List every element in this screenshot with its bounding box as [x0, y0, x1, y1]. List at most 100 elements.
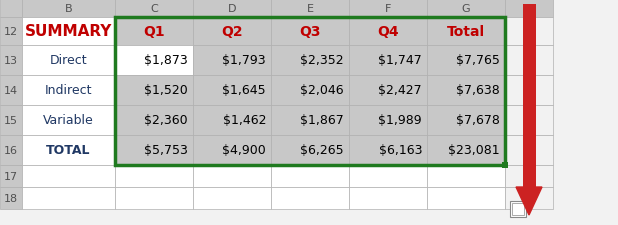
Bar [115, 76, 193, 106]
Bar [0, 18, 22, 46]
Text: $1,645: $1,645 [222, 84, 266, 97]
Bar [193, 106, 271, 135]
Text: Q1: Q1 [143, 25, 165, 39]
Text: $1,873: $1,873 [144, 54, 188, 67]
Text: SUMMARY: SUMMARY [25, 24, 112, 39]
Text: $2,360: $2,360 [145, 114, 188, 127]
Text: Total: Total [447, 25, 485, 39]
Text: $4,900: $4,900 [222, 144, 266, 157]
Bar [22, 46, 115, 76]
Bar [271, 18, 349, 46]
Bar [115, 165, 193, 187]
Text: H: H [525, 4, 533, 14]
Bar [115, 187, 193, 209]
Bar [193, 76, 271, 106]
Text: E: E [307, 4, 313, 14]
Bar [193, 0, 271, 18]
Bar [349, 76, 427, 106]
Text: $7,678: $7,678 [456, 114, 500, 127]
Bar [427, 0, 505, 18]
Bar [502, 162, 508, 168]
Text: $2,427: $2,427 [378, 84, 422, 97]
Bar [115, 106, 193, 135]
Bar [505, 165, 553, 187]
Bar [427, 135, 505, 165]
Bar [510, 201, 526, 217]
Text: 14: 14 [4, 86, 18, 96]
Text: $1,793: $1,793 [222, 54, 266, 67]
Bar [427, 18, 505, 46]
Bar [349, 135, 427, 165]
Text: Indirect: Indirect [44, 84, 92, 97]
Polygon shape [516, 187, 542, 215]
Bar [512, 203, 524, 215]
Bar [271, 46, 349, 76]
Bar [0, 135, 22, 165]
Text: Q2: Q2 [221, 25, 243, 39]
Bar [22, 135, 115, 165]
Bar [349, 106, 427, 135]
Text: Q3: Q3 [299, 25, 321, 39]
Text: TOTAL: TOTAL [46, 144, 91, 157]
Bar [505, 46, 553, 76]
Bar [427, 106, 505, 135]
Bar [271, 106, 349, 135]
Text: 16: 16 [4, 145, 18, 155]
Bar [193, 165, 271, 187]
Bar [22, 187, 115, 209]
Bar [349, 187, 427, 209]
Text: $6,265: $6,265 [300, 144, 344, 157]
Bar [193, 46, 271, 76]
Bar [505, 76, 553, 106]
Text: 15: 15 [4, 115, 18, 126]
Text: $6,163: $6,163 [378, 144, 422, 157]
Bar [271, 0, 349, 18]
Bar [427, 46, 505, 76]
Bar [115, 18, 193, 46]
Bar [505, 18, 553, 46]
Bar [193, 18, 271, 46]
Bar [22, 76, 115, 106]
Bar [427, 76, 505, 106]
Text: $7,638: $7,638 [456, 84, 500, 97]
Bar [0, 106, 22, 135]
Text: Variable: Variable [43, 114, 94, 127]
Text: $1,462: $1,462 [222, 114, 266, 127]
Bar [22, 106, 115, 135]
Bar [0, 46, 22, 76]
Text: $23,081: $23,081 [449, 144, 500, 157]
Text: $1,520: $1,520 [144, 84, 188, 97]
Text: G: G [462, 4, 470, 14]
Bar [193, 187, 271, 209]
Text: 17: 17 [4, 171, 18, 181]
Bar [115, 46, 193, 76]
Bar [349, 0, 427, 18]
Text: $2,352: $2,352 [300, 54, 344, 67]
Text: $1,747: $1,747 [378, 54, 422, 67]
Bar [0, 187, 22, 209]
Bar [0, 76, 22, 106]
Text: D: D [228, 4, 236, 14]
Text: 12: 12 [4, 27, 18, 37]
Text: Q4: Q4 [377, 25, 399, 39]
Text: 18: 18 [4, 193, 18, 203]
Bar [271, 187, 349, 209]
Bar [0, 0, 22, 18]
Text: $5,753: $5,753 [144, 144, 188, 157]
Bar [115, 18, 505, 165]
Bar [505, 135, 553, 165]
Text: $1,867: $1,867 [300, 114, 344, 127]
Bar [22, 165, 115, 187]
Text: B: B [65, 4, 72, 14]
Text: C: C [150, 4, 158, 14]
Bar [505, 0, 553, 18]
Bar [271, 135, 349, 165]
Bar [522, 5, 536, 187]
Bar [271, 76, 349, 106]
Bar [22, 18, 115, 46]
Bar [505, 106, 553, 135]
Bar [349, 46, 427, 76]
Text: $2,046: $2,046 [300, 84, 344, 97]
Bar [115, 135, 193, 165]
Bar [22, 0, 115, 18]
